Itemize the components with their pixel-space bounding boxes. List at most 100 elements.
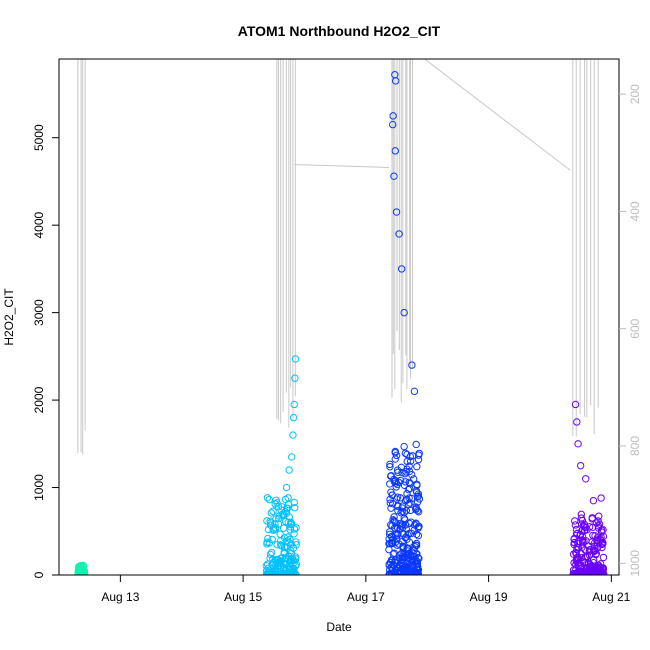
data-point bbox=[404, 485, 413, 494]
data-point bbox=[273, 556, 282, 564]
data-point bbox=[414, 566, 423, 574]
depth-transit-line bbox=[294, 164, 389, 168]
data-point bbox=[391, 455, 399, 463]
data-point bbox=[263, 494, 272, 502]
data-point bbox=[80, 568, 89, 575]
data-point bbox=[570, 538, 579, 547]
data-point bbox=[410, 526, 418, 534]
data-point bbox=[575, 561, 584, 569]
data-point bbox=[286, 526, 294, 534]
data-point bbox=[281, 517, 290, 526]
data-point bbox=[412, 539, 421, 548]
data-point bbox=[265, 539, 274, 547]
data-point bbox=[402, 468, 410, 476]
data-point bbox=[589, 523, 597, 531]
data-point bbox=[578, 536, 586, 544]
data-point bbox=[386, 460, 394, 469]
data-point bbox=[570, 559, 578, 567]
data-point bbox=[276, 541, 285, 549]
data-point bbox=[405, 560, 414, 568]
y2-tick-label: 800 bbox=[628, 436, 642, 456]
data-point bbox=[288, 568, 296, 575]
data-point bbox=[265, 495, 273, 504]
data-point bbox=[414, 531, 423, 540]
data-point bbox=[398, 468, 406, 477]
data-point bbox=[271, 500, 279, 508]
data-point bbox=[391, 147, 399, 155]
data-point bbox=[394, 502, 402, 510]
data-point bbox=[398, 537, 407, 546]
data-point bbox=[405, 467, 414, 476]
data-point bbox=[390, 475, 398, 484]
data-point bbox=[403, 457, 411, 466]
y-axis-label: H2O2_CIT bbox=[2, 288, 16, 346]
data-point bbox=[578, 533, 587, 541]
data-point bbox=[281, 554, 290, 563]
data-point bbox=[413, 488, 421, 497]
data-point bbox=[386, 539, 394, 548]
data-point bbox=[412, 440, 420, 449]
x-tick-label: Aug 21 bbox=[592, 590, 630, 604]
y-tick-label: 3000 bbox=[32, 299, 46, 326]
data-point bbox=[285, 466, 293, 474]
x-tick-label: Aug 17 bbox=[347, 590, 385, 604]
data-point bbox=[408, 361, 416, 369]
data-point bbox=[407, 518, 415, 526]
data-point bbox=[577, 514, 586, 522]
data-point bbox=[573, 529, 581, 538]
data-point bbox=[269, 507, 277, 515]
data-point bbox=[588, 515, 596, 523]
data-point bbox=[403, 450, 411, 459]
data-point bbox=[596, 564, 604, 572]
data-point bbox=[391, 447, 399, 456]
data-point bbox=[412, 550, 421, 558]
data-point bbox=[599, 526, 607, 534]
data-point bbox=[388, 120, 397, 129]
data-point bbox=[272, 565, 280, 573]
data-point bbox=[400, 308, 408, 317]
y2-tick-label: 400 bbox=[628, 201, 642, 221]
data-point bbox=[385, 530, 394, 539]
data-point bbox=[279, 559, 288, 568]
y2-tick-label: 600 bbox=[628, 318, 642, 338]
data-point bbox=[399, 553, 408, 562]
data-point bbox=[387, 488, 395, 496]
data-point bbox=[273, 540, 281, 549]
data-point bbox=[597, 494, 605, 502]
data-point bbox=[387, 504, 395, 512]
data-point bbox=[276, 558, 284, 566]
data-point bbox=[409, 475, 418, 483]
data-point bbox=[571, 517, 579, 525]
data-point bbox=[401, 478, 410, 486]
data-point bbox=[275, 512, 283, 520]
data-point bbox=[280, 511, 288, 519]
data-point bbox=[392, 208, 401, 216]
data-point bbox=[263, 517, 271, 525]
data-point bbox=[387, 556, 396, 564]
data-point bbox=[395, 230, 403, 238]
data-point bbox=[400, 481, 409, 489]
depth-trace bbox=[77, 59, 599, 455]
y2-tick-label: 1000 bbox=[628, 550, 642, 577]
y-tick-label: 0 bbox=[32, 571, 46, 578]
data-point bbox=[599, 553, 608, 562]
data-point bbox=[289, 544, 298, 553]
data-point bbox=[394, 530, 402, 538]
data-point bbox=[414, 455, 423, 464]
data-point bbox=[410, 557, 418, 566]
data-point bbox=[386, 480, 394, 488]
depth-transit-line bbox=[424, 59, 571, 171]
data-point bbox=[593, 534, 602, 542]
data-point bbox=[267, 509, 276, 517]
data-point bbox=[278, 503, 286, 511]
data-point bbox=[404, 500, 413, 509]
data-point bbox=[592, 550, 600, 559]
data-point bbox=[596, 560, 605, 568]
data-point bbox=[266, 521, 275, 529]
data-point bbox=[389, 560, 397, 569]
data-point bbox=[414, 490, 423, 498]
data-point bbox=[390, 172, 398, 180]
data-point bbox=[287, 453, 296, 461]
